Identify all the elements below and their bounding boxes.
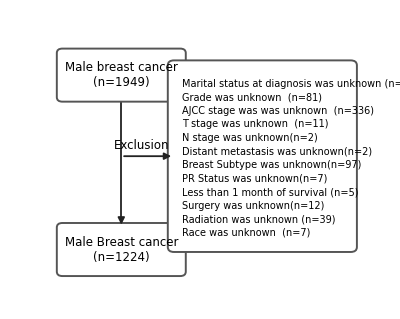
FancyBboxPatch shape (57, 48, 186, 102)
Text: Radiation was unknown (n=39): Radiation was unknown (n=39) (182, 214, 335, 224)
Text: Male Breast cancer
(n=1224): Male Breast cancer (n=1224) (64, 235, 178, 263)
Text: Male breast cancer
(n=1949): Male breast cancer (n=1949) (65, 61, 178, 89)
Text: Surgery was unknown(n=12): Surgery was unknown(n=12) (182, 201, 324, 211)
Text: N stage was unknown(n=2): N stage was unknown(n=2) (182, 133, 318, 143)
Text: Race was unknown  (n=7): Race was unknown (n=7) (182, 227, 310, 238)
Text: T stage was unknown  (n=11): T stage was unknown (n=11) (182, 119, 328, 130)
Text: Less than 1 month of survival (n=5): Less than 1 month of survival (n=5) (182, 187, 358, 197)
FancyBboxPatch shape (168, 60, 357, 252)
FancyBboxPatch shape (57, 223, 186, 276)
Text: Marital status at diagnosis was unknown (n=126): Marital status at diagnosis was unknown … (182, 79, 400, 89)
Text: Breast Subtype was unknown(n=97): Breast Subtype was unknown(n=97) (182, 160, 361, 170)
Text: PR Status was unknown(n=7): PR Status was unknown(n=7) (182, 174, 327, 183)
Text: Exclusion: Exclusion (114, 139, 169, 152)
Text: Grade was unknown  (n=81): Grade was unknown (n=81) (182, 93, 322, 102)
Text: Distant metastasis was unknown(n=2): Distant metastasis was unknown(n=2) (182, 146, 372, 157)
Text: AJCC stage was was unknown  (n=336): AJCC stage was was unknown (n=336) (182, 106, 374, 116)
